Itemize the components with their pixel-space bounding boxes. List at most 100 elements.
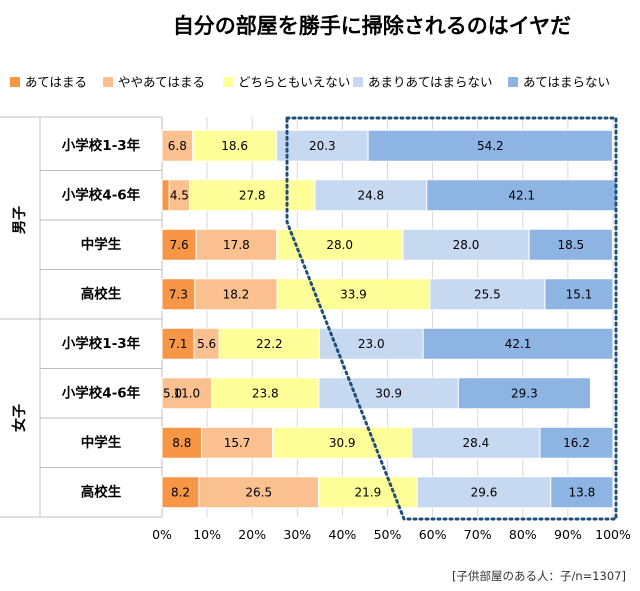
bar-segment (161, 228, 197, 261)
bar-value-label: 21.9 (355, 485, 382, 499)
bar-value-label: 54.2 (477, 139, 504, 153)
category-label: 中学生 (81, 434, 122, 451)
bar-value-label: 15.1 (566, 287, 593, 301)
bar-segment (198, 476, 319, 509)
bar-value-label: 20.3 (309, 139, 336, 153)
bar-segment (402, 228, 530, 261)
bar-value-label: 7.6 (170, 238, 189, 252)
bar-segment (314, 179, 428, 212)
bar-segment (318, 327, 424, 360)
bar-value-label: 11.0 (173, 386, 200, 400)
x-tick-label: 40% (329, 527, 357, 542)
category-label: 小学校1-3年 (62, 137, 141, 154)
bar-segment (276, 129, 369, 162)
bar-value-label: 22.2 (256, 337, 283, 351)
bar-value-label: 28.0 (326, 238, 353, 252)
bar-segment (161, 426, 203, 459)
bar-value-label: 8.8 (172, 436, 191, 450)
x-tick-label: 100% (595, 527, 631, 542)
bar-value-label: 5.0 (163, 386, 182, 400)
bar-segment (161, 327, 195, 360)
bar-segment (539, 426, 614, 459)
bar-value-label: 26.5 (245, 485, 272, 499)
bar-value-label: 8.2 (171, 485, 190, 499)
x-tick-label: 10% (193, 527, 221, 542)
bar-segment (161, 278, 196, 311)
bar-segment (276, 278, 431, 311)
bar-segment (195, 228, 278, 261)
highlight-outline (285, 116, 618, 521)
bar-segment (211, 377, 320, 410)
bar-segment (422, 327, 614, 360)
category-label: 高校生 (81, 285, 122, 302)
legend-item: ややあてはまる (103, 75, 205, 90)
bar-value-label: 18.5 (557, 238, 584, 252)
x-tick-label: 90% (554, 527, 582, 542)
bar-segment (550, 476, 614, 509)
bar-segment (528, 228, 614, 261)
legend-item: あてはまらない (508, 75, 610, 90)
bar-segment (218, 327, 320, 360)
bar-value-label: 6.8 (168, 139, 187, 153)
group-label: 女子 (11, 404, 28, 432)
bar-value-label: 27.8 (239, 188, 266, 202)
x-tick-label: 20% (238, 527, 266, 542)
legend-item: あてはまる (10, 75, 87, 90)
bar-value-label: 5.6 (197, 337, 216, 351)
legend-swatch (353, 77, 363, 87)
bar-value-label: 18.2 (223, 287, 250, 301)
legend-item: あまりあてはまらない (353, 75, 493, 90)
legend-swatch (103, 77, 113, 87)
legend-label: ややあてはまる (118, 75, 205, 90)
bar-segment (429, 278, 546, 311)
bar-value-label: 17.8 (223, 238, 250, 252)
legend-swatch (223, 77, 233, 87)
bar-value-label: 30.9 (375, 386, 402, 400)
bar-segment (367, 129, 614, 162)
x-tick-label: 60% (419, 527, 447, 542)
bar-segment (317, 476, 418, 509)
legend-swatch (10, 77, 20, 87)
bar-segment (161, 377, 213, 410)
x-tick-label: 80% (509, 527, 537, 542)
category-label: 小学校1-3年 (62, 335, 141, 352)
category-label: 高校生 (81, 483, 122, 500)
bar-value-label: 16.2 (563, 436, 590, 450)
legend-label: あまりあてはまらない (368, 75, 493, 90)
bar-segment (271, 426, 413, 459)
bar-value-label: 29.6 (471, 485, 498, 499)
bar-segment (161, 179, 170, 212)
category-label: 中学生 (81, 236, 122, 253)
group-label: 男子 (12, 206, 28, 234)
category-label: 小学校4-6年 (62, 186, 141, 203)
bar-value-label: 42.1 (505, 337, 532, 351)
bar-value-label: 7.3 (169, 287, 188, 301)
legend-label: あてはまる (25, 75, 87, 90)
x-tick-label: 30% (283, 527, 311, 542)
bar-value-label: 18.6 (221, 139, 248, 153)
bar-value-label: 28.0 (453, 238, 480, 252)
bar-segment (192, 129, 278, 162)
bar-value-label: 28.4 (463, 436, 490, 450)
bar-segment (276, 228, 404, 261)
bar-segment (189, 179, 316, 212)
x-tick-label: 70% (464, 527, 492, 542)
bar-value-label: 23.0 (358, 337, 385, 351)
bar-segment (161, 129, 194, 162)
legend-label: どちらともいえない (238, 75, 350, 90)
bar-value-label: 7.1 (168, 337, 187, 351)
bar-value-label: 24.8 (357, 188, 384, 202)
bar-value-label: 4.5 (170, 188, 189, 202)
bar-value-label: 30.9 (329, 436, 356, 450)
legend-label: あてはまらない (523, 75, 610, 90)
chart-title: 自分の部屋を勝手に掃除されるのはイヤだ (173, 14, 571, 38)
bar-value-label: 15.7 (224, 436, 251, 450)
bar-value-label: 33.9 (340, 287, 367, 301)
legend: あてはまる ややあてはまる どちらともいえない あまりあてはまらない あてはまらない (10, 75, 610, 90)
legend-item: どちらともいえない (223, 75, 350, 90)
bar-segment (426, 179, 618, 212)
source-note: [子供部屋のある人：子/n=1307] (452, 569, 626, 583)
bar-segment (411, 426, 541, 459)
